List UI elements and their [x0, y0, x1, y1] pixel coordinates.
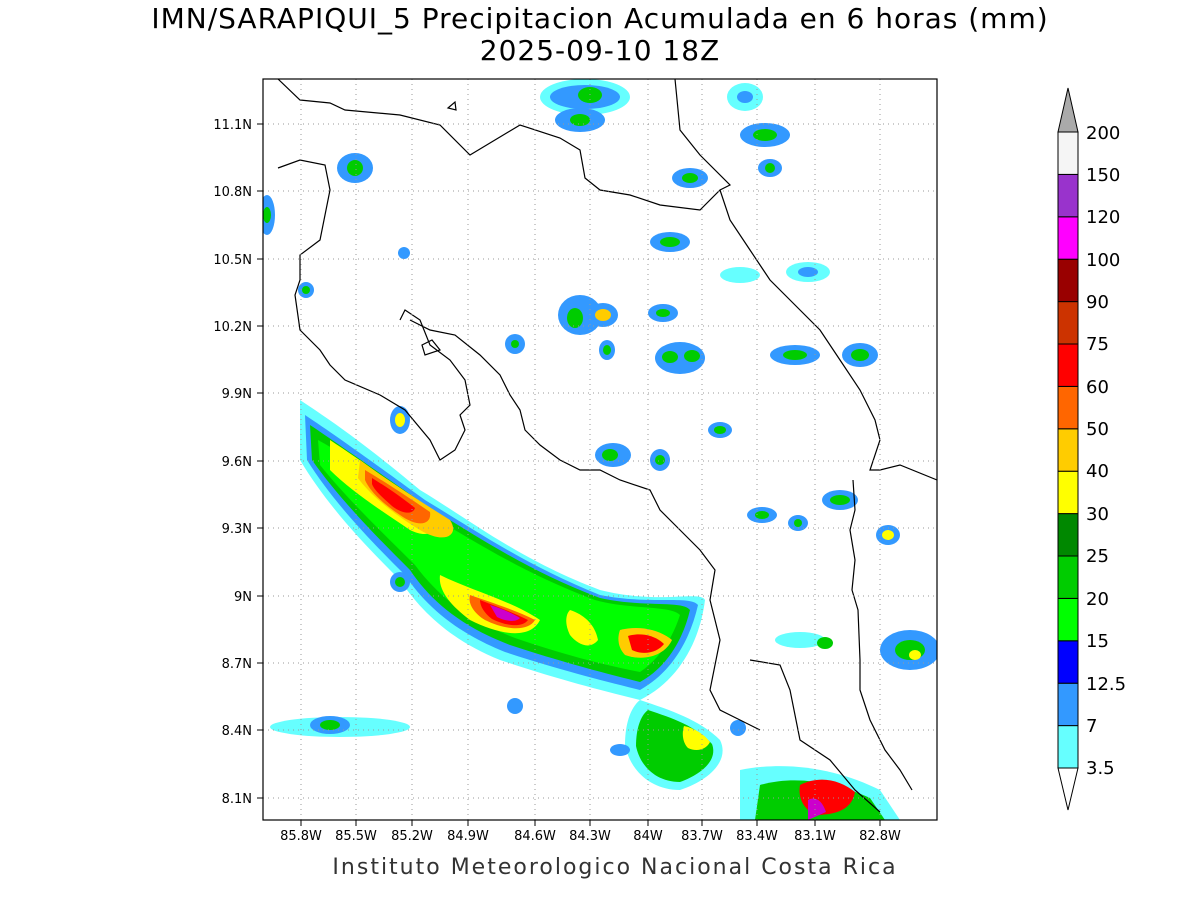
colorbar-label: 40 [1086, 461, 1109, 482]
colorbar-label: 100 [1086, 250, 1120, 271]
colorbar-swatch [1057, 301, 1079, 345]
y-tick-label: 8.1N [222, 792, 252, 807]
colorbar-swatch [1057, 513, 1079, 557]
colorbar-swatch [1057, 428, 1079, 472]
colorbar-swatch [1057, 725, 1079, 769]
colorbar-swatch [1057, 173, 1079, 218]
colorbar-label: 3.5 [1086, 758, 1115, 779]
x-tick-label: 82.8W [859, 829, 901, 844]
y-tick-label: 9N [234, 590, 252, 605]
y-tick-label: 9.6N [222, 455, 252, 470]
colorbar-swatch [1057, 385, 1079, 430]
colorbar-label: 7 [1086, 716, 1097, 737]
y-tick-label: 10.8N [213, 185, 252, 200]
colorbar-label: 20 [1086, 589, 1109, 610]
colorbar-label: 15 [1086, 631, 1109, 652]
y-tick-label: 10.2N [213, 320, 252, 335]
map-datetime: 2025-09-10 18Z [479, 34, 721, 67]
x-tick-label: 83.7W [681, 829, 723, 844]
rain-cells-scattered [263, 79, 937, 756]
rain-band-pacific [300, 400, 705, 700]
x-tick-label: 84.6W [514, 829, 556, 844]
colorbar-label: 25 [1086, 546, 1109, 567]
colorbar-swatch [1057, 131, 1079, 175]
colorbar-swatch [1057, 343, 1079, 387]
colorbar-label: 200 [1086, 123, 1120, 144]
x-tick-label: 85.5W [335, 829, 377, 844]
x-axis-labels: 85.8W 85.5W 85.2W 84.9W 84.6W 84.3W 84W … [280, 829, 901, 844]
y-tick-label: 9.3N [222, 522, 252, 537]
colorbar-label: 90 [1086, 292, 1109, 313]
x-tick-label: 83.4W [736, 829, 778, 844]
colorbar-swatch [1057, 216, 1079, 260]
colorbar-swatch [1057, 597, 1079, 642]
colorbar-top-arrow [1057, 87, 1079, 133]
x-tick-label: 85.8W [280, 829, 322, 844]
x-tick-label: 83.1W [794, 829, 836, 844]
colorbar-label: 150 [1086, 165, 1120, 186]
precipitation-field [263, 79, 937, 820]
y-tick-label: 8.7N [222, 657, 252, 672]
colorbar-swatch [1057, 640, 1079, 684]
colorbar: 3.5 7 12.5 15 20 25 30 40 50 60 75 90 10… [1057, 87, 1126, 811]
colorbar-swatches [1057, 131, 1079, 769]
x-tick-label: 85.2W [391, 829, 433, 844]
colorbar-label: 120 [1086, 207, 1120, 228]
footer-credit: Instituto Meteorologico Nacional Costa R… [332, 855, 898, 880]
tick-marks [257, 123, 881, 826]
grid [263, 79, 937, 820]
colorbar-label: 12.5 [1086, 674, 1126, 695]
x-tick-label: 84W [633, 829, 663, 844]
plot-frame [262, 78, 938, 821]
y-tick-label: 8.4N [222, 724, 252, 739]
colorbar-swatch [1057, 682, 1079, 727]
colorbar-label: 30 [1086, 504, 1109, 525]
colorbar-bottom-arrow [1057, 767, 1079, 811]
colorbar-label: 50 [1086, 419, 1109, 440]
y-axis-labels: 11.1N 10.8N 10.5N 10.2N 9.9N 9.6N 9.3N 9… [213, 118, 252, 807]
y-tick-label: 11.1N [213, 118, 252, 133]
map-title: IMN/SARAPIQUI_5 Precipitacion Acumulada … [151, 2, 1049, 35]
colorbar-label: 60 [1086, 377, 1109, 398]
colorbar-swatch [1057, 555, 1079, 599]
colorbar-swatch [1057, 258, 1079, 303]
colorbar-label: 75 [1086, 334, 1109, 355]
coastlines [277, 79, 937, 813]
x-tick-label: 84.3W [569, 829, 611, 844]
x-tick-label: 84.9W [447, 829, 489, 844]
colorbar-swatch [1057, 470, 1079, 515]
rain-band-south [625, 700, 900, 820]
y-tick-label: 9.9N [222, 387, 252, 402]
colorbar-labels: 3.5 7 12.5 15 20 25 30 40 50 60 75 90 10… [1086, 123, 1126, 779]
y-tick-label: 10.5N [213, 253, 252, 268]
